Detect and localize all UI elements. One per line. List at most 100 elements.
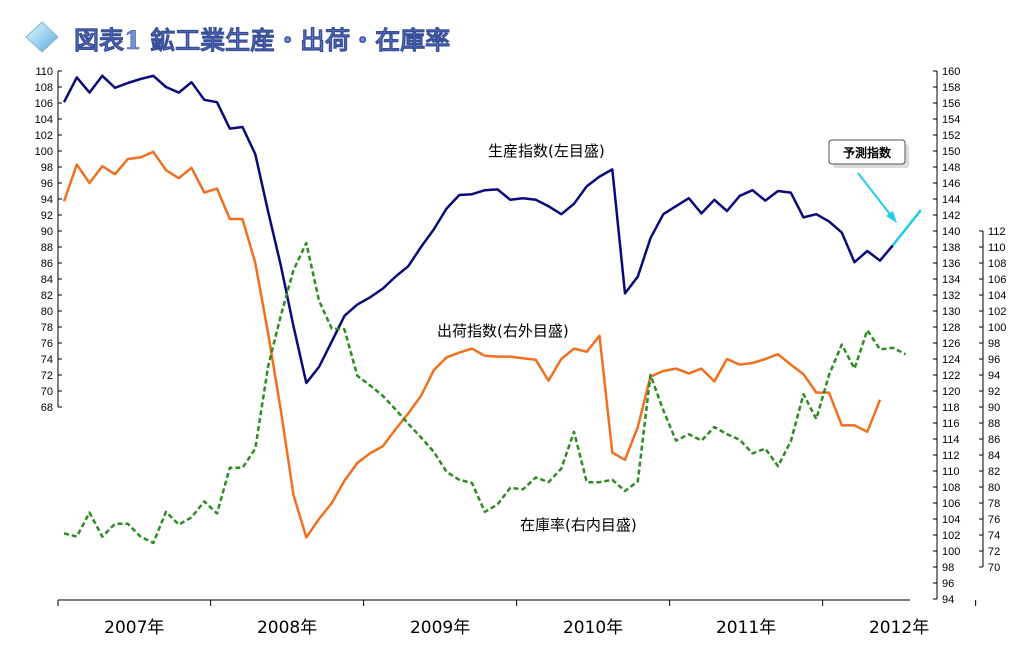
series-layer <box>62 74 922 545</box>
inventory-series-line <box>63 241 907 545</box>
right-outer-axis-tick-label: 152 <box>942 130 960 142</box>
right-inner-axis-tick-label: 94 <box>988 370 1000 382</box>
left-axis-tick-label: 70 <box>41 386 53 398</box>
forecast-series-line <box>891 209 922 247</box>
left-axis-tick-label: 102 <box>35 130 53 142</box>
right-outer-axis-tick-label: 110 <box>942 466 960 478</box>
right-outer-axis-tick-label: 126 <box>942 338 960 350</box>
inventory-annotation: 在庫率(右内目盛) <box>520 516 637 534</box>
right-outer-axis-tick-label: 160 <box>942 66 960 78</box>
forecast-box-face <box>828 139 906 165</box>
right-inner-axis-tick-label: 100 <box>988 322 1006 334</box>
right-inner-axis-tick-label: 112 <box>988 226 1006 238</box>
forecast-arrow <box>857 172 894 219</box>
right-inner-axis-tick-label: 90 <box>988 402 1000 414</box>
right-outer-axis-tick-label: 98 <box>942 562 954 574</box>
left-axis-tick-label: 68 <box>41 402 53 414</box>
right-inner-axis-tick-label: 72 <box>988 546 1000 558</box>
right-outer-axis-tick-label: 144 <box>942 194 960 206</box>
left-axis-tick-label: 98 <box>41 162 53 174</box>
right-outer-axis-tick-label: 130 <box>942 306 960 318</box>
right-outer-axis-tick-label: 94 <box>942 594 954 606</box>
forecast-arrow-head <box>886 211 897 223</box>
right-outer-axis-tick-label: 148 <box>942 162 960 174</box>
production-series-line <box>62 74 894 385</box>
x-tick-label: 2010年 <box>563 618 623 638</box>
left-axis-tick-label: 110 <box>35 66 53 78</box>
right-inner-axis-tick-label: 98 <box>988 338 1000 350</box>
right-outer-axis-tick-label: 128 <box>942 322 960 334</box>
left-axis-tick-label: 86 <box>41 258 53 270</box>
right-outer-axis-tick-label: 146 <box>942 178 960 190</box>
forecast-box-label: 予測指数 <box>843 145 892 160</box>
diamond-icon <box>25 21 59 53</box>
forecast-callout: 予測指数 <box>828 139 909 223</box>
x-tick-label: 2011年 <box>716 618 776 638</box>
right-inner-axis-tick-label: 110 <box>988 242 1006 254</box>
left-axis-tick-label: 92 <box>41 210 53 222</box>
right-outer-y-axis: 94 96 98 100 102 104 106 108 110 112 114 116 118 120 1… <box>933 66 960 606</box>
right-outer-axis-tick-label: 124 <box>942 354 960 366</box>
right-outer-axis-tick-label: 122 <box>942 370 960 382</box>
right-outer-axis-tick-label: 120 <box>942 386 960 398</box>
left-axis-tick-label: 106 <box>35 98 53 110</box>
left-axis-tick-label: 82 <box>41 290 53 302</box>
shipment-annotation: 出荷指数(右外目盛) <box>437 322 569 340</box>
left-axis-tick-label: 76 <box>41 338 53 350</box>
left-axis-tick-label: 100 <box>35 146 53 158</box>
right-inner-axis-tick-label: 96 <box>988 354 1000 366</box>
right-inner-axis-tick-label: 84 <box>988 450 1000 462</box>
left-axis-tick-label: 108 <box>35 82 53 94</box>
right-outer-axis-tick-label: 118 <box>942 402 960 414</box>
right-inner-axis-tick-label: 70 <box>988 562 1000 574</box>
left-axis-tick-label: 74 <box>41 354 53 366</box>
right-inner-axis-tick-label: 86 <box>988 434 1000 446</box>
chart-title: 図表1 鉱工業生産・出荷・在庫率 <box>25 21 450 55</box>
right-inner-axis-tick-label: 102 <box>988 306 1006 318</box>
right-inner-axis-tick-label: 82 <box>988 466 1000 478</box>
left-axis-tick-label: 84 <box>41 274 53 286</box>
x-tick-label: 2007年 <box>104 618 164 638</box>
right-outer-axis-tick-label: 150 <box>942 146 960 158</box>
right-outer-axis-tick-label: 106 <box>942 498 960 510</box>
right-outer-axis-tick-label: 96 <box>942 578 954 590</box>
right-inner-axis-tick-label: 78 <box>988 498 1000 510</box>
right-outer-axis-tick-label: 158 <box>942 82 960 94</box>
left-axis-tick-label: 80 <box>41 306 53 318</box>
right-outer-axis-tick-label: 100 <box>942 546 960 558</box>
right-inner-y-axis: 70 72 74 76 78 80 82 84 86 88 90 92 94 96 98 100 102 104 1… <box>979 226 1006 574</box>
right-outer-axis-tick-label: 112 <box>942 450 960 462</box>
right-outer-axis-tick-label: 134 <box>942 274 960 286</box>
left-y-axis: 68 70 72 74 76 78 80 82 84 86 88 90 92 94 96 98 100 102 10… <box>35 66 62 414</box>
right-outer-axis-tick-label: 114 <box>942 434 960 446</box>
right-outer-axis-tick-label: 138 <box>942 242 960 254</box>
right-inner-axis-tick-label: 88 <box>988 418 1000 430</box>
right-inner-axis-tick-label: 104 <box>988 290 1006 302</box>
title-text: 図表1 鉱工業生産・出荷・在庫率 <box>74 26 450 55</box>
right-outer-axis-tick-label: 104 <box>942 514 960 526</box>
right-outer-axis-tick-label: 156 <box>942 98 960 110</box>
left-axis-tick-label: 90 <box>41 226 53 238</box>
x-tick-label: 2008年 <box>257 618 317 638</box>
right-outer-axis-tick-label: 116 <box>942 418 960 430</box>
right-outer-axis-tick-label: 132 <box>942 290 960 302</box>
left-axis-tick-label: 72 <box>41 370 53 382</box>
x-tick-label: 2012年 <box>869 618 929 638</box>
right-inner-axis-tick-label: 76 <box>988 514 1000 526</box>
shipment-series-line <box>62 150 882 539</box>
right-outer-axis-tick-label: 136 <box>942 258 960 270</box>
x-axis: 2007年 2008年 2009年 2010年 2011年 2012年 <box>57 599 977 638</box>
production-annotation: 生産指数(左目盛) <box>488 142 605 160</box>
right-outer-axis-tick-label: 140 <box>942 226 960 238</box>
left-axis-tick-label: 96 <box>41 178 53 190</box>
right-outer-axis-tick-label: 154 <box>942 114 960 126</box>
right-outer-axis-tick-label: 108 <box>942 482 960 494</box>
right-inner-axis-tick-label: 92 <box>988 386 1000 398</box>
right-inner-axis-tick-label: 74 <box>988 530 1000 542</box>
x-tick-label: 2009年 <box>410 618 470 638</box>
right-inner-axis-tick-label: 108 <box>988 258 1006 270</box>
left-axis-tick-label: 104 <box>35 114 53 126</box>
right-outer-axis-tick-label: 142 <box>942 210 960 222</box>
right-inner-axis-tick-label: 80 <box>988 482 1000 494</box>
